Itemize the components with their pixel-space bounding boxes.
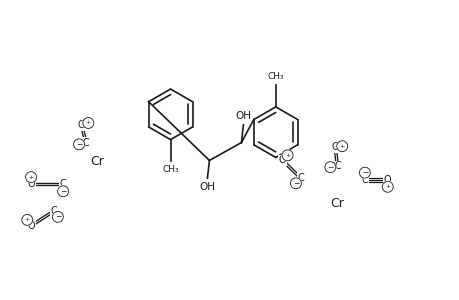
- Text: C: C: [60, 179, 67, 189]
- Text: Cr: Cr: [90, 155, 104, 168]
- Circle shape: [83, 118, 94, 128]
- Text: +: +: [28, 175, 34, 180]
- Circle shape: [73, 139, 84, 150]
- Text: O: O: [278, 155, 286, 165]
- Circle shape: [52, 212, 63, 222]
- Circle shape: [381, 182, 392, 192]
- Text: +: +: [85, 121, 91, 125]
- Circle shape: [358, 167, 369, 178]
- Text: −: −: [76, 140, 82, 149]
- Text: −: −: [361, 168, 367, 177]
- Circle shape: [324, 162, 335, 172]
- Text: O: O: [383, 175, 391, 185]
- Circle shape: [26, 172, 37, 182]
- Circle shape: [290, 178, 301, 189]
- Text: +: +: [284, 153, 290, 158]
- Circle shape: [73, 139, 84, 150]
- Circle shape: [336, 141, 347, 152]
- Text: C: C: [50, 206, 57, 216]
- Circle shape: [26, 172, 37, 182]
- Text: +: +: [24, 218, 30, 222]
- Text: C: C: [361, 175, 368, 185]
- Text: CH₃: CH₃: [162, 165, 179, 174]
- Circle shape: [57, 186, 68, 197]
- Circle shape: [57, 186, 68, 197]
- Circle shape: [281, 150, 292, 161]
- Text: O: O: [78, 120, 85, 130]
- Text: OH: OH: [235, 111, 251, 121]
- Text: −: −: [55, 212, 61, 221]
- Circle shape: [281, 150, 292, 161]
- Circle shape: [381, 182, 392, 192]
- Circle shape: [336, 141, 347, 152]
- Text: CH₃: CH₃: [267, 72, 283, 81]
- Text: −: −: [292, 179, 298, 188]
- Text: C: C: [297, 173, 303, 183]
- Circle shape: [324, 162, 335, 172]
- Text: Cr: Cr: [330, 197, 344, 210]
- Text: O: O: [27, 179, 35, 189]
- Text: O: O: [27, 221, 35, 231]
- Text: OH: OH: [199, 182, 215, 192]
- Circle shape: [22, 214, 33, 225]
- Text: +: +: [384, 184, 390, 189]
- Circle shape: [290, 178, 301, 189]
- Circle shape: [358, 167, 369, 178]
- Circle shape: [83, 118, 94, 128]
- Circle shape: [22, 214, 33, 225]
- Text: C: C: [333, 161, 340, 171]
- Text: C: C: [83, 138, 89, 148]
- Text: +: +: [339, 144, 344, 149]
- Text: −: −: [60, 187, 66, 196]
- Circle shape: [52, 212, 63, 222]
- Text: O: O: [330, 142, 338, 152]
- Text: −: −: [326, 163, 333, 172]
